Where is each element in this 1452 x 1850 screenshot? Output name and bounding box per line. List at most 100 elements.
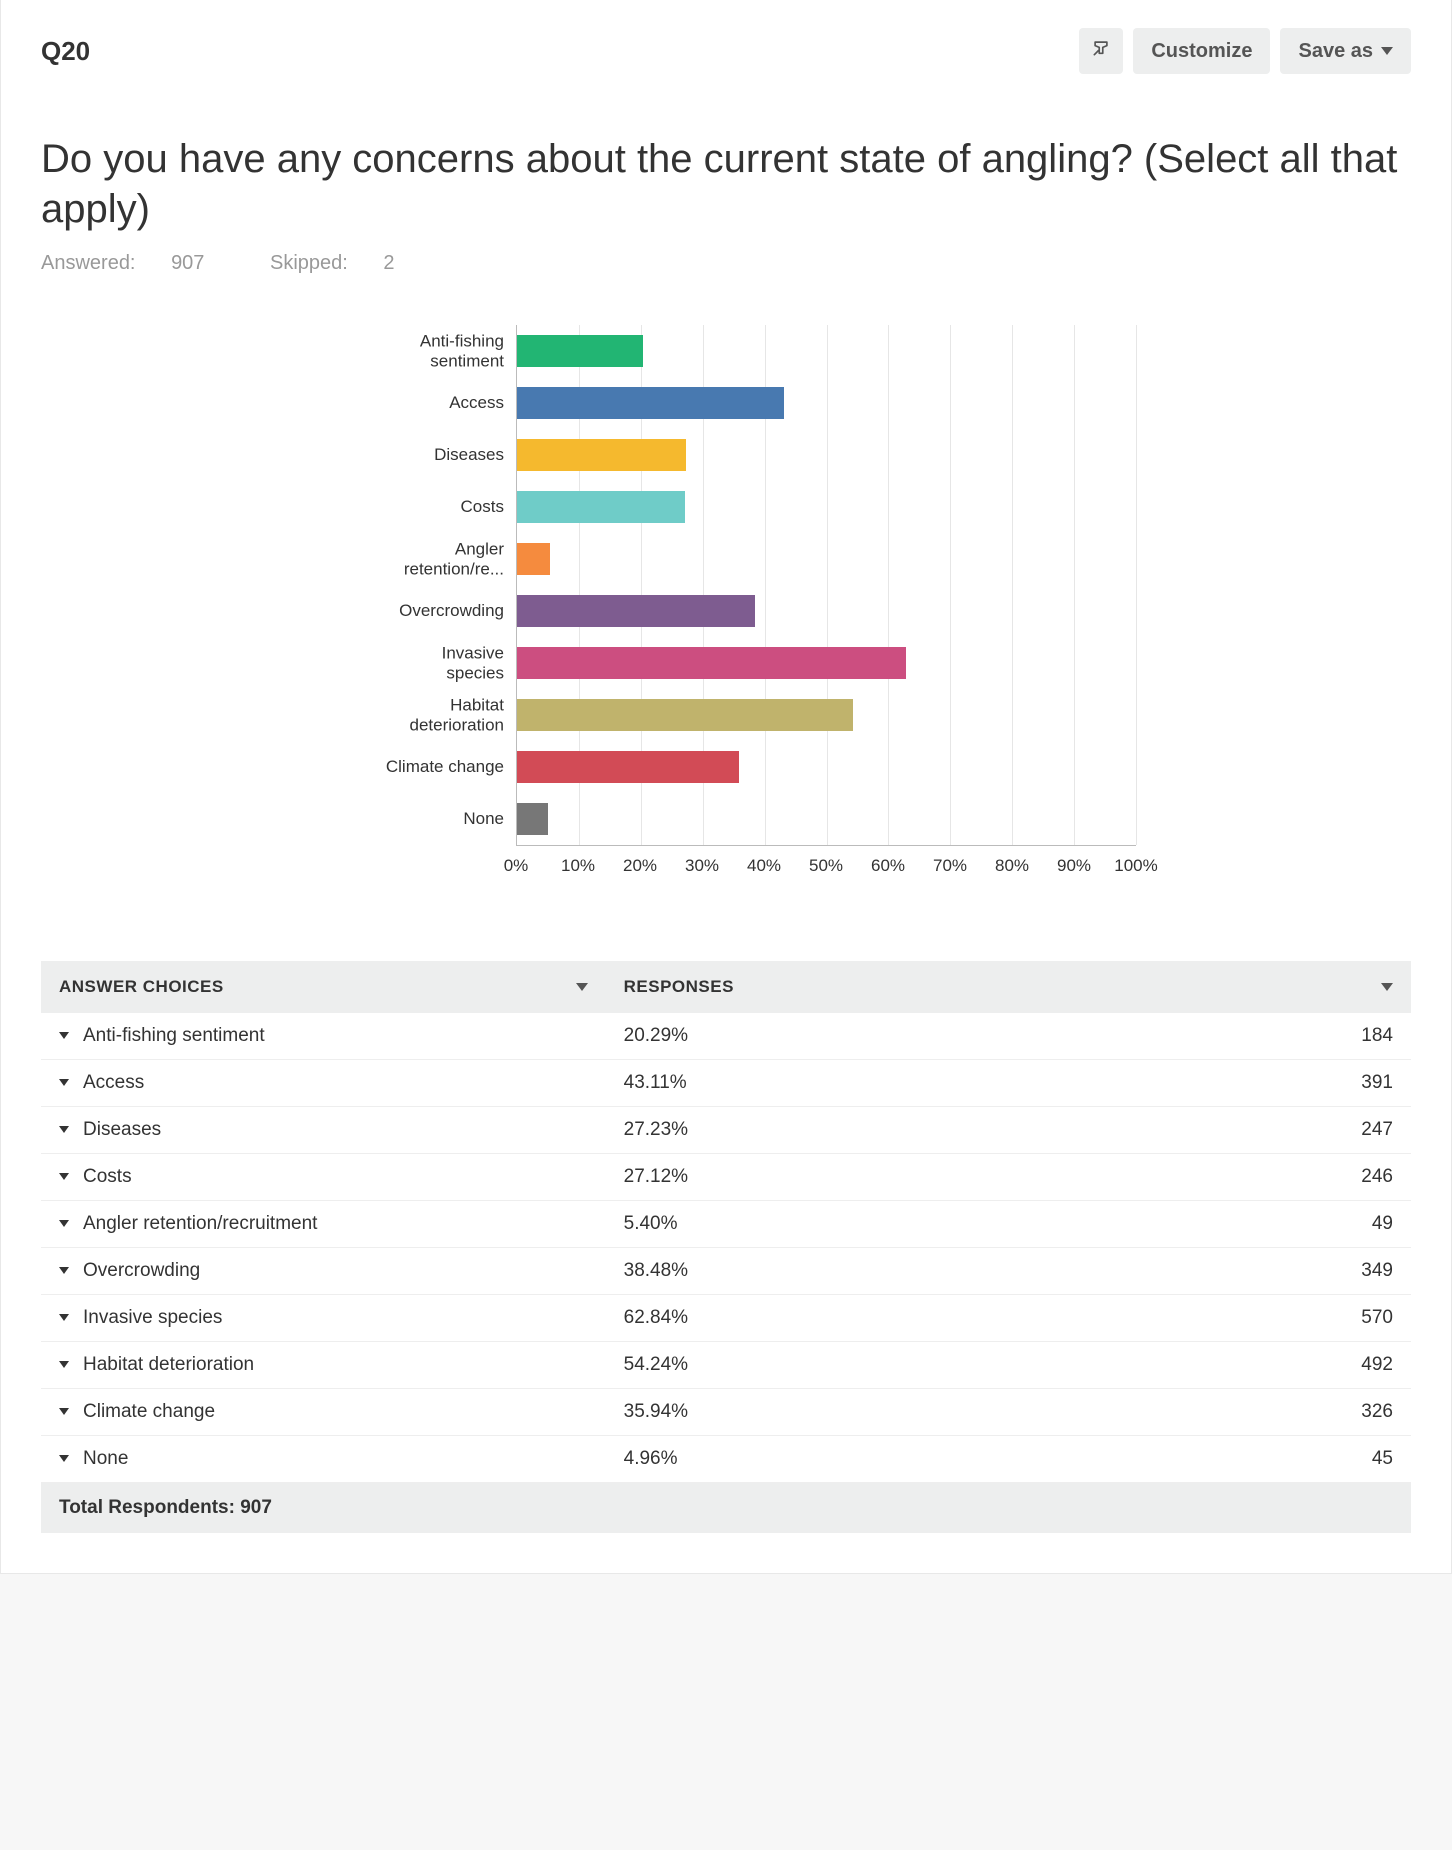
bar[interactable] <box>517 699 853 731</box>
col-answer-choices[interactable]: ANSWER CHOICES <box>41 961 606 1013</box>
count-cell: 349 <box>1087 1248 1411 1295</box>
response-meta: Answered: 907 Skipped: 2 <box>41 252 1411 275</box>
percent-cell: 27.12% <box>606 1154 1087 1201</box>
x-axis-tick: 20% <box>623 856 657 876</box>
y-axis-label: Habitatdeterioration <box>324 695 504 734</box>
bar[interactable] <box>517 751 739 783</box>
answer-cell[interactable]: Overcrowding <box>41 1248 606 1295</box>
answered-label: Answered: <box>41 252 136 274</box>
bar[interactable] <box>517 335 643 367</box>
answer-cell[interactable]: Diseases <box>41 1107 606 1154</box>
chart-x-axis: 0%10%20%30%40%50%60%70%80%90%100% <box>516 845 1136 881</box>
answer-cell[interactable]: None <box>41 1436 606 1483</box>
y-axis-label: Anti-fishingsentiment <box>324 331 504 370</box>
table-row: Habitat deterioration54.24%492 <box>41 1342 1411 1389</box>
chevron-down-icon <box>1381 47 1393 55</box>
pin-button[interactable] <box>1079 28 1123 74</box>
percent-cell: 35.94% <box>606 1389 1087 1436</box>
x-axis-tick: 0% <box>504 856 529 876</box>
y-axis-label: Anglerretention/re... <box>324 539 504 578</box>
table-row: Diseases 27.23%247 <box>41 1107 1411 1154</box>
table-total: Total Respondents: 907 <box>41 1483 1411 1534</box>
y-axis-label: Costs <box>324 497 504 517</box>
count-cell: 246 <box>1087 1154 1411 1201</box>
count-cell: 247 <box>1087 1107 1411 1154</box>
y-axis-label: None <box>324 809 504 829</box>
answer-label: Costs <box>83 1166 132 1187</box>
expand-icon <box>59 1408 69 1415</box>
bar[interactable] <box>517 543 550 575</box>
count-cell: 492 <box>1087 1342 1411 1389</box>
gridline <box>1136 325 1137 845</box>
answered-count: 907 <box>171 252 204 274</box>
table-row: Overcrowding38.48%349 <box>41 1248 1411 1295</box>
answer-label: Invasive species <box>83 1307 222 1328</box>
bar-chart: Anti-fishingsentiment Access Diseases Costs… <box>316 325 1136 881</box>
answer-cell[interactable]: Invasive species <box>41 1295 606 1342</box>
save-as-label: Save as <box>1298 40 1373 63</box>
answer-cell[interactable]: Climate change <box>41 1389 606 1436</box>
bar[interactable] <box>517 647 906 679</box>
expand-icon <box>59 1455 69 1462</box>
save-as-button[interactable]: Save as <box>1280 28 1411 74</box>
pin-icon <box>1091 38 1111 64</box>
bar-fill <box>517 647 906 679</box>
bar-fill <box>517 439 686 471</box>
expand-icon <box>59 1173 69 1180</box>
y-axis-label: Climate change <box>324 757 504 777</box>
answer-cell[interactable]: Costs <box>41 1154 606 1201</box>
x-axis-tick: 50% <box>809 856 843 876</box>
chevron-down-icon <box>1381 983 1393 991</box>
bar-fill <box>517 387 784 419</box>
answer-cell[interactable]: Angler retention/recruitment <box>41 1201 606 1248</box>
bar[interactable] <box>517 803 548 835</box>
y-axis-label: Diseases <box>324 445 504 465</box>
panel-actions: Customize Save as <box>1079 28 1411 74</box>
chevron-down-icon <box>576 983 588 991</box>
percent-cell: 4.96% <box>606 1436 1087 1483</box>
y-axis-label: Invasivespecies <box>324 643 504 682</box>
bar[interactable] <box>517 491 685 523</box>
percent-cell: 5.40% <box>606 1201 1087 1248</box>
chart-plot <box>516 325 1136 845</box>
count-cell: 49 <box>1087 1201 1411 1248</box>
question-block: Do you have any concerns about the curre… <box>1 74 1451 881</box>
expand-icon <box>59 1079 69 1086</box>
bar-fill <box>517 751 739 783</box>
bar-fill <box>517 491 685 523</box>
chart-y-labels: Anti-fishingsentiment Access Diseases Costs… <box>316 325 516 845</box>
x-axis-tick: 80% <box>995 856 1029 876</box>
answer-label: Diseases <box>83 1119 161 1140</box>
x-axis-tick: 90% <box>1057 856 1091 876</box>
bar-fill <box>517 543 550 575</box>
y-axis-label: Access <box>324 393 504 413</box>
panel-header: Q20 Customize Save as <box>1 0 1451 74</box>
count-cell: 391 <box>1087 1060 1411 1107</box>
customize-button[interactable]: Customize <box>1133 28 1270 74</box>
expand-icon <box>59 1032 69 1039</box>
percent-cell: 27.23% <box>606 1107 1087 1154</box>
x-axis-tick: 30% <box>685 856 719 876</box>
bar-fill <box>517 699 853 731</box>
answer-label: Climate change <box>83 1401 215 1422</box>
percent-cell: 20.29% <box>606 1013 1087 1060</box>
answered-meta: Answered: 907 <box>41 252 240 274</box>
x-axis-tick: 70% <box>933 856 967 876</box>
customize-label: Customize <box>1151 40 1252 63</box>
skipped-count: 2 <box>383 252 394 274</box>
table-row: Angler retention/recruitment5.40%49 <box>41 1201 1411 1248</box>
answer-label: None <box>83 1448 128 1469</box>
col-responses-label: RESPONSES <box>624 977 734 997</box>
bar[interactable] <box>517 387 784 419</box>
skipped-label: Skipped: <box>270 252 348 274</box>
bar[interactable] <box>517 439 686 471</box>
table-row: Invasive species62.84%570 <box>41 1295 1411 1342</box>
answer-cell[interactable]: Habitat deterioration <box>41 1342 606 1389</box>
bar[interactable] <box>517 595 755 627</box>
question-text: Do you have any concerns about the curre… <box>41 134 1411 234</box>
table-row: None4.96%45 <box>41 1436 1411 1483</box>
chart-bars <box>517 325 1136 845</box>
answer-cell[interactable]: Anti-fishing sentiment <box>41 1013 606 1060</box>
col-responses[interactable]: RESPONSES <box>606 961 1411 1013</box>
answer-cell[interactable]: Access <box>41 1060 606 1107</box>
